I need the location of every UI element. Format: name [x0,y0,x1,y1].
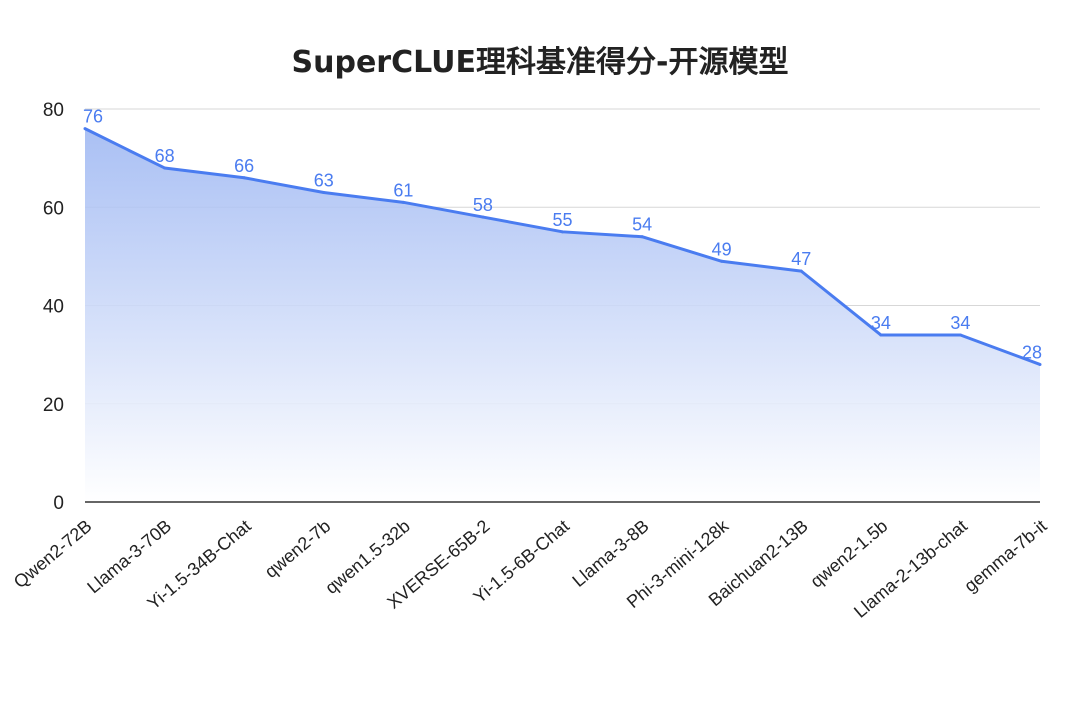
data-label: 66 [234,156,254,176]
y-tick-label: 40 [43,297,64,318]
data-label: 49 [712,239,732,259]
data-labels: 76 68 66 63 61 58 55 54 49 47 34 34 28 [83,107,1042,363]
data-label: 28 [1022,342,1042,362]
data-point [640,235,644,239]
data-point [83,127,87,131]
data-label: 68 [155,146,175,166]
data-point [401,200,405,204]
x-tick-label: qwen2-1.5b [806,516,891,592]
chart-title: SuperCLUE理科基准得分-开源模型 [292,45,789,80]
data-label: 58 [473,195,493,215]
y-tick-label: 80 [43,100,64,121]
area-fill [85,128,1040,502]
data-point [958,333,962,337]
data-label: 54 [632,215,652,235]
data-point [481,215,485,219]
data-label: 63 [314,171,334,191]
y-tick-label: 0 [53,493,64,514]
x-tick-label: Qwen2-72B [10,516,96,592]
y-tick-label: 20 [43,395,64,416]
data-point [242,176,246,180]
data-label: 47 [791,249,811,269]
y-tick-label: 60 [43,198,64,219]
data-point [561,230,564,234]
y-axis: 0 20 40 60 80 [43,100,64,514]
data-label: 34 [950,313,970,333]
area-series [83,127,1042,502]
data-point [879,333,883,337]
data-label: 76 [83,107,103,127]
data-point [720,259,724,263]
data-label: 55 [552,210,572,230]
x-tick-label: Llama-3-8B [569,516,653,591]
data-label: 34 [871,313,891,333]
x-tick-label: qwen2-7b [261,516,334,582]
data-point [163,166,167,170]
data-label: 61 [393,180,413,200]
x-tick-label: gemma-7b-it [960,516,1050,596]
data-point [799,269,803,273]
data-point [1038,362,1042,366]
data-point [322,191,326,195]
